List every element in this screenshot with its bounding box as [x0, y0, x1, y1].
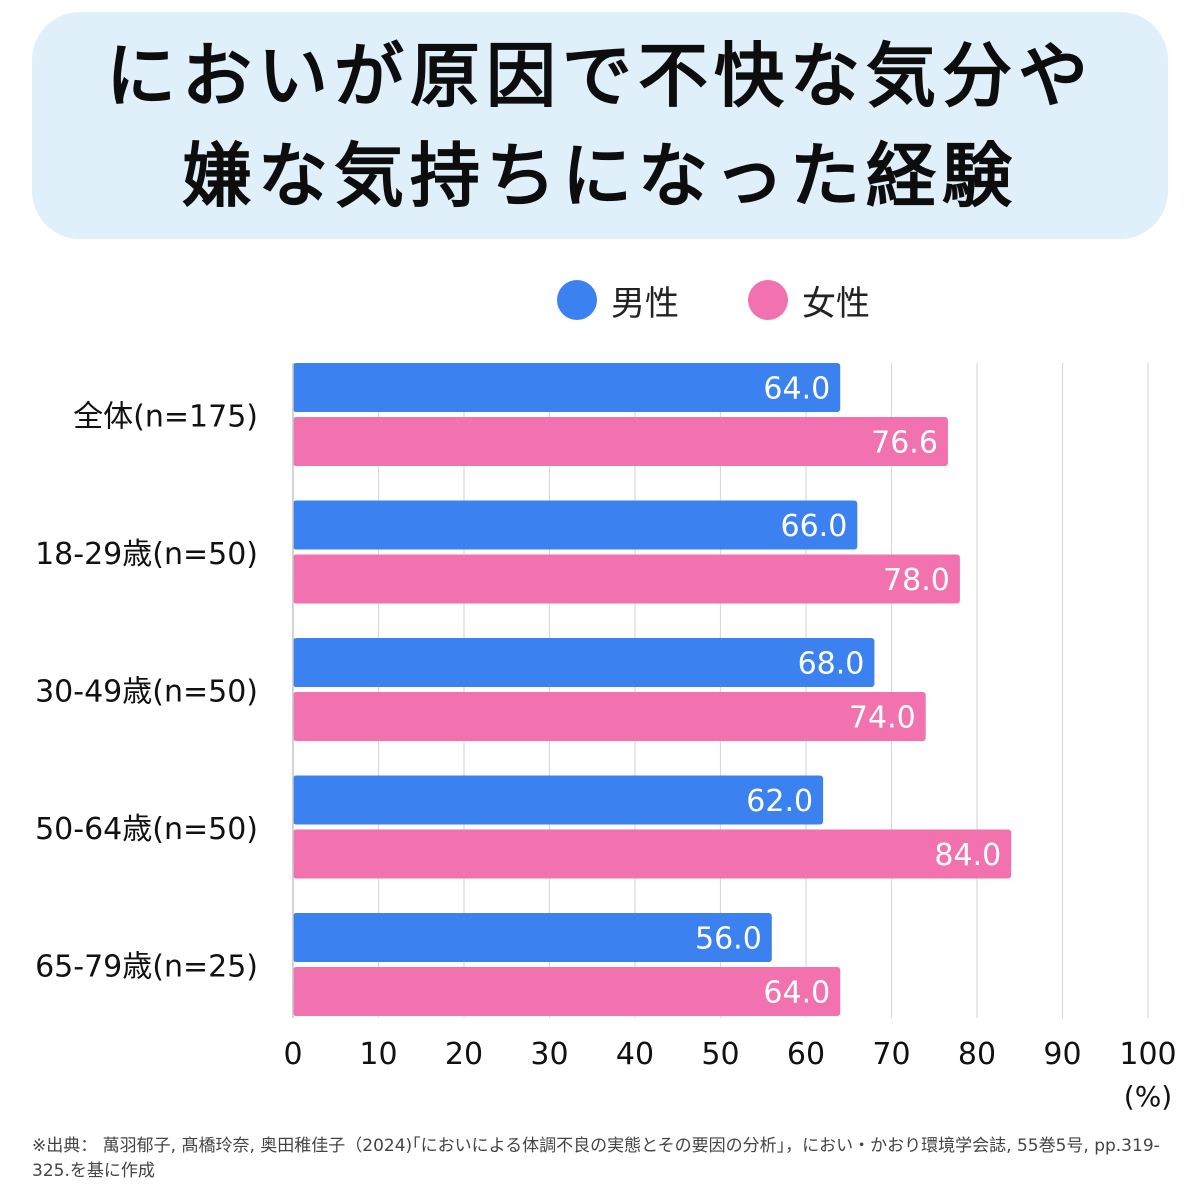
category-label-4: 65-79歳(n=25) — [35, 950, 258, 985]
x-tick-label-90: 90 — [1043, 1037, 1081, 1072]
data-label-male-4: 56.0 — [695, 922, 762, 957]
x-axis-unit: (%) — [1124, 1080, 1172, 1113]
bar-male-1 — [293, 500, 858, 550]
data-label-female-4: 64.0 — [763, 976, 830, 1011]
data-label-male-2: 68.0 — [798, 647, 865, 682]
bar-female-1 — [293, 554, 960, 604]
category-label-2: 30-49歳(n=50) — [35, 675, 258, 710]
bar-female-3 — [293, 829, 1012, 879]
title-banner: においが原因で不快な気分や 嫌な気持ちになった経験 — [32, 12, 1168, 239]
x-tick-label-20: 20 — [445, 1037, 483, 1072]
bar-male-3 — [293, 775, 824, 825]
legend-item-female: 女性 — [748, 274, 870, 326]
legend-item-male: 男性 — [557, 274, 679, 326]
x-tick-label-80: 80 — [958, 1037, 996, 1072]
data-label-female-1: 78.0 — [883, 563, 950, 598]
x-tick-label-60: 60 — [787, 1037, 825, 1072]
x-tick-label-50: 50 — [701, 1037, 739, 1072]
data-label-female-0: 76.6 — [871, 426, 938, 461]
source-note: ※出典： 萬羽郁子, 髙橋玲奈, 奥田稚佳子（2024)｢においによる体調不良の… — [32, 1136, 1160, 1181]
chart-title-line-1: においが原因で不快な気分や — [106, 34, 1094, 117]
x-tick-label-30: 30 — [530, 1037, 568, 1072]
x-tick-label-40: 40 — [616, 1037, 654, 1072]
legend-swatch-female — [748, 280, 788, 320]
bar-male-0 — [293, 363, 841, 412]
bar-male-2 — [293, 638, 875, 687]
category-label-1: 18-29歳(n=50) — [35, 537, 258, 572]
data-label-male-0: 64.0 — [763, 372, 830, 407]
category-label-0: 全体(n=175) — [73, 400, 258, 435]
x-tick-label-10: 10 — [359, 1037, 397, 1072]
bar-female-0 — [293, 417, 948, 466]
bar-chart: 全体(n=175) 64.0 76.6 18-29歳(n=50) 66.0 78.0 30-… — [35, 363, 1177, 1113]
bar-female-2 — [293, 692, 926, 741]
chart-title-line-2: 嫌な気持ちになった経験 — [182, 134, 1018, 217]
bar-female-4 — [293, 967, 841, 1016]
chart-legend: 男性 女性 — [0, 274, 1200, 326]
x-tick-label-100: 100 — [1119, 1037, 1176, 1072]
legend-swatch-male — [557, 280, 597, 320]
legend-label-female: 女性 — [802, 283, 870, 324]
data-label-male-3: 62.0 — [746, 784, 813, 819]
bar-male-4 — [293, 913, 772, 962]
data-label-male-1: 66.0 — [781, 509, 848, 544]
category-label-3: 50-64歳(n=50) — [35, 812, 258, 847]
x-tick-label-0: 0 — [283, 1037, 302, 1072]
data-label-female-3: 84.0 — [934, 838, 1001, 873]
data-label-female-2: 74.0 — [849, 701, 916, 736]
x-tick-label-70: 70 — [872, 1037, 910, 1072]
legend-label-male: 男性 — [611, 283, 679, 324]
